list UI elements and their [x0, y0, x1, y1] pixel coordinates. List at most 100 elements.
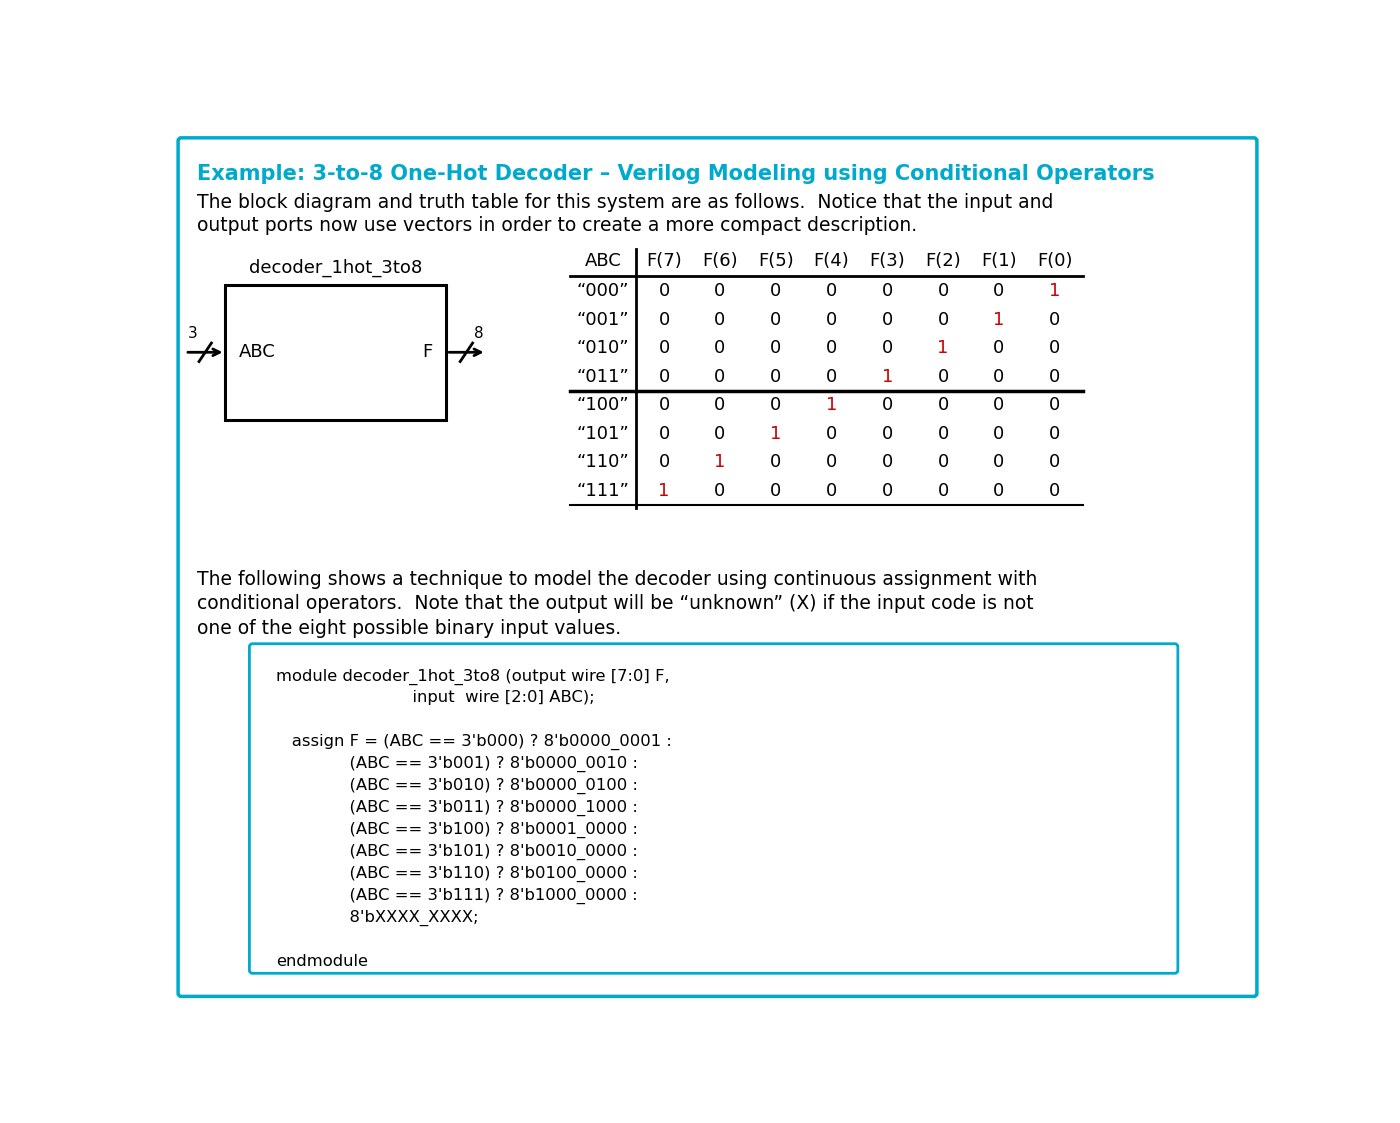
- Text: 1: 1: [770, 424, 781, 442]
- Text: F: F: [421, 344, 433, 362]
- Text: F(5): F(5): [757, 252, 794, 270]
- Text: “011”: “011”: [577, 368, 630, 386]
- Text: “000”: “000”: [577, 283, 630, 301]
- Text: 0: 0: [1049, 454, 1060, 472]
- Text: 0: 0: [826, 454, 837, 472]
- Text: ABC: ABC: [239, 344, 276, 362]
- Text: 0: 0: [714, 339, 725, 357]
- Text: 0: 0: [658, 368, 669, 386]
- Text: 1: 1: [826, 396, 837, 414]
- Text: 0: 0: [826, 283, 837, 301]
- Text: 0: 0: [658, 424, 669, 442]
- Text: 0: 0: [1049, 396, 1060, 414]
- Text: 3: 3: [188, 326, 197, 340]
- Text: 0: 0: [770, 482, 781, 500]
- Text: 0: 0: [714, 482, 725, 500]
- Text: module decoder_1hot_3to8 (output wire [7:0] F,: module decoder_1hot_3to8 (output wire [7…: [276, 668, 669, 685]
- Text: F(6): F(6): [701, 252, 738, 270]
- Text: 0: 0: [1049, 339, 1060, 357]
- Text: 0: 0: [938, 368, 949, 386]
- Text: 0: 0: [938, 454, 949, 472]
- Text: F(2): F(2): [925, 252, 960, 270]
- Text: 0: 0: [770, 454, 781, 472]
- Text: 0: 0: [882, 339, 893, 357]
- Text: “100”: “100”: [577, 396, 630, 414]
- Text: input  wire [2:0] ABC);: input wire [2:0] ABC);: [276, 691, 595, 705]
- Text: 0: 0: [658, 311, 669, 329]
- Text: 0: 0: [993, 454, 1004, 472]
- Text: 0: 0: [658, 396, 669, 414]
- FancyBboxPatch shape: [249, 643, 1177, 974]
- Text: 0: 0: [882, 311, 893, 329]
- Text: 0: 0: [882, 482, 893, 500]
- Text: 8'bXXXX_XXXX;: 8'bXXXX_XXXX;: [276, 910, 479, 926]
- Text: 1: 1: [993, 311, 1005, 329]
- Text: The following shows a technique to model the decoder using continuous assignment: The following shows a technique to model…: [196, 569, 1037, 588]
- Text: 0: 0: [714, 368, 725, 386]
- Text: 0: 0: [658, 339, 669, 357]
- Text: 0: 0: [938, 283, 949, 301]
- Text: (ABC == 3'b011) ? 8'b0000_1000 :: (ABC == 3'b011) ? 8'b0000_1000 :: [276, 800, 637, 816]
- Text: 0: 0: [993, 482, 1004, 500]
- Text: Example: 3-to-8 One-Hot Decoder – Verilog Modeling using Conditional Operators: Example: 3-to-8 One-Hot Decoder – Verilo…: [196, 164, 1155, 184]
- Text: one of the eight possible binary input values.: one of the eight possible binary input v…: [196, 619, 620, 638]
- Text: 0: 0: [770, 311, 781, 329]
- Text: 0: 0: [770, 368, 781, 386]
- Text: 0: 0: [1049, 482, 1060, 500]
- Bar: [225, 285, 447, 420]
- Text: F(7): F(7): [647, 252, 682, 270]
- Text: 0: 0: [993, 339, 1004, 357]
- Text: The block diagram and truth table for this system are as follows.  Notice that t: The block diagram and truth table for th…: [196, 192, 1053, 211]
- Text: (ABC == 3'b110) ? 8'b0100_0000 :: (ABC == 3'b110) ? 8'b0100_0000 :: [276, 866, 637, 882]
- Text: conditional operators.  Note that the output will be “unknown” (X) if the input : conditional operators. Note that the out…: [196, 594, 1033, 613]
- Text: 0: 0: [938, 311, 949, 329]
- Text: 0: 0: [882, 424, 893, 442]
- Text: (ABC == 3'b111) ? 8'b1000_0000 :: (ABC == 3'b111) ? 8'b1000_0000 :: [276, 888, 637, 904]
- Text: (ABC == 3'b101) ? 8'b0010_0000 :: (ABC == 3'b101) ? 8'b0010_0000 :: [276, 843, 637, 860]
- Text: 1: 1: [938, 339, 949, 357]
- Text: F(4): F(4): [813, 252, 850, 270]
- Text: 0: 0: [826, 424, 837, 442]
- Text: ABC: ABC: [585, 252, 622, 270]
- Text: decoder_1hot_3to8: decoder_1hot_3to8: [249, 259, 423, 277]
- Text: F(1): F(1): [981, 252, 1016, 270]
- Text: 0: 0: [770, 396, 781, 414]
- Text: 0: 0: [658, 283, 669, 301]
- Text: output ports now use vectors in order to create a more compact description.: output ports now use vectors in order to…: [196, 216, 917, 235]
- FancyBboxPatch shape: [178, 138, 1257, 996]
- Text: (ABC == 3'b001) ? 8'b0000_0010 :: (ABC == 3'b001) ? 8'b0000_0010 :: [276, 756, 637, 773]
- Text: 0: 0: [826, 311, 837, 329]
- Text: 0: 0: [938, 482, 949, 500]
- Text: 0: 0: [1049, 368, 1060, 386]
- Text: 0: 0: [993, 424, 1004, 442]
- Text: 0: 0: [714, 311, 725, 329]
- Text: “111”: “111”: [577, 482, 630, 500]
- Text: (ABC == 3'b100) ? 8'b0001_0000 :: (ABC == 3'b100) ? 8'b0001_0000 :: [276, 822, 637, 838]
- Text: 1: 1: [714, 454, 725, 472]
- Text: 0: 0: [714, 283, 725, 301]
- Text: 0: 0: [882, 396, 893, 414]
- Text: 0: 0: [1049, 311, 1060, 329]
- Text: 1: 1: [658, 482, 669, 500]
- Text: 0: 0: [770, 339, 781, 357]
- Text: “110”: “110”: [577, 454, 630, 472]
- Text: 0: 0: [658, 454, 669, 472]
- Text: “010”: “010”: [577, 339, 630, 357]
- Text: 0: 0: [826, 482, 837, 500]
- Text: 1: 1: [1049, 283, 1060, 301]
- Text: 0: 0: [826, 368, 837, 386]
- Text: 0: 0: [826, 339, 837, 357]
- Text: F(3): F(3): [869, 252, 904, 270]
- Text: F(0): F(0): [1037, 252, 1072, 270]
- Text: 1: 1: [882, 368, 893, 386]
- Text: 0: 0: [770, 283, 781, 301]
- Text: 0: 0: [882, 454, 893, 472]
- Text: 0: 0: [993, 396, 1004, 414]
- Text: 0: 0: [993, 368, 1004, 386]
- Text: 0: 0: [882, 283, 893, 301]
- Text: (ABC == 3'b010) ? 8'b0000_0100 :: (ABC == 3'b010) ? 8'b0000_0100 :: [276, 778, 637, 794]
- Text: 0: 0: [1049, 424, 1060, 442]
- Text: assign F = (ABC == 3'b000) ? 8'b0000_0001 :: assign F = (ABC == 3'b000) ? 8'b0000_000…: [276, 734, 672, 750]
- Text: 0: 0: [993, 283, 1004, 301]
- Text: 0: 0: [938, 424, 949, 442]
